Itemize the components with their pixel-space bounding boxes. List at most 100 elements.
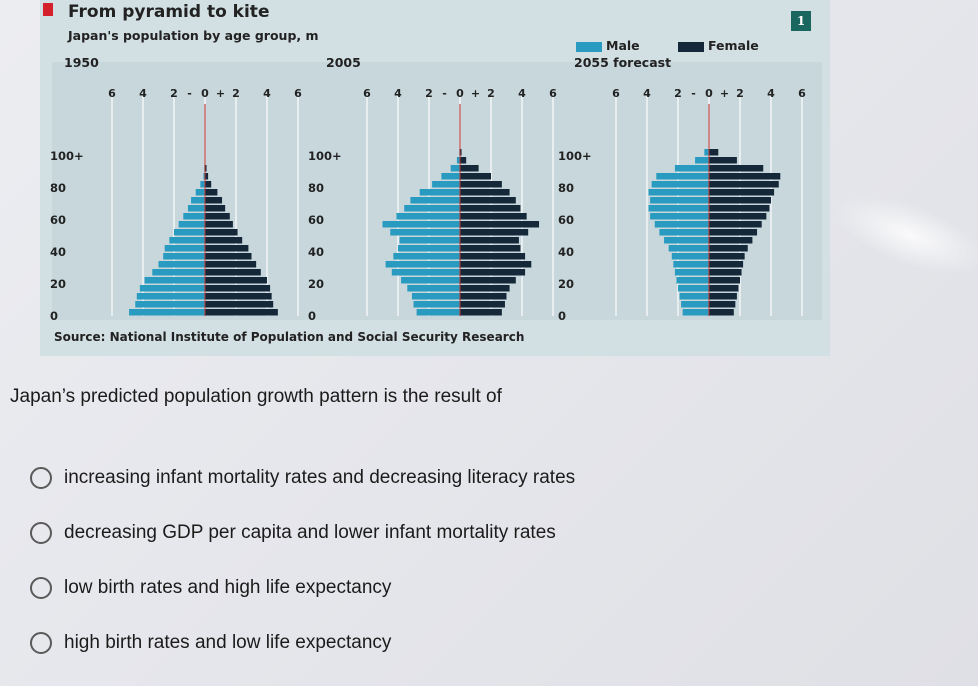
bar-female	[709, 213, 767, 220]
bar-male	[390, 229, 460, 236]
bar-female	[460, 293, 507, 300]
bar-female	[709, 229, 758, 236]
panel-label-2005: 2005	[326, 55, 361, 70]
bar-male	[385, 261, 460, 268]
bar-male	[654, 221, 709, 228]
x-tick-label: 6	[294, 87, 302, 100]
bar-female	[460, 253, 526, 260]
x-tick-label: 6	[108, 87, 116, 100]
bar-male	[174, 229, 205, 236]
bar-male	[676, 277, 709, 284]
bar-female	[460, 245, 521, 252]
radio-button-3[interactable]	[30, 577, 52, 599]
bar-female	[460, 285, 510, 292]
bar-female	[709, 189, 775, 196]
bar-male	[413, 301, 460, 308]
y-tick-label: 100+	[558, 149, 592, 163]
bar-female	[460, 165, 479, 172]
bar-male	[164, 245, 205, 252]
bar-female	[460, 277, 516, 284]
bar-female	[205, 221, 233, 228]
x-tick-plus: +	[216, 87, 225, 100]
y-tick-label: 80	[50, 181, 66, 195]
bar-male	[682, 309, 709, 316]
bar-female	[460, 221, 540, 228]
answer-option-1[interactable]: increasing infant mortality rates and de…	[30, 462, 575, 494]
bar-female	[709, 173, 781, 180]
answer-option-label: low birth rates and high life expectancy	[64, 577, 392, 598]
bar-female	[709, 309, 734, 316]
y-tick-label: 40	[308, 245, 324, 259]
bar-female	[205, 261, 257, 268]
radio-button-2[interactable]	[30, 522, 52, 544]
x-tick-label: 2	[170, 87, 178, 100]
radio-button-1[interactable]	[30, 467, 52, 489]
x-tick-label: 2	[232, 87, 240, 100]
bar-male	[656, 173, 709, 180]
bar-male	[401, 277, 460, 284]
bar-male	[407, 285, 460, 292]
bar-male	[187, 205, 205, 212]
bar-female	[205, 197, 223, 204]
x-tick-label: 4	[394, 87, 402, 100]
bar-male	[382, 221, 460, 228]
answer-options: increasing infant mortality rates and de…	[30, 462, 575, 682]
x-tick-dash: -	[691, 87, 696, 100]
y-tick-label: 80	[558, 181, 574, 195]
x-tick-label: 2	[487, 87, 495, 100]
x-tick-label: 6	[798, 87, 806, 100]
x-tick-dash: -	[442, 87, 447, 100]
bar-male	[695, 157, 709, 164]
x-tick-label: 6	[612, 87, 620, 100]
question-prompt: Japan’s predicted population growth patt…	[10, 386, 502, 407]
bar-male	[195, 189, 205, 196]
bar-male	[183, 213, 205, 220]
bar-female	[205, 173, 209, 180]
answer-option-label: high birth rates and low life expectancy	[64, 632, 392, 653]
y-tick-label: 100+	[50, 149, 84, 163]
bar-male	[432, 181, 460, 188]
panel-label-2055: 2055 forecast	[574, 55, 672, 70]
bar-female	[460, 197, 516, 204]
bar-male	[673, 261, 709, 268]
bar-female	[709, 149, 719, 156]
panel-label-1950: 1950	[64, 55, 99, 70]
bar-female	[460, 301, 505, 308]
bar-female	[709, 269, 742, 276]
bar-female	[205, 301, 274, 308]
bar-female	[460, 309, 502, 316]
figure-title: From pyramid to kite	[68, 2, 270, 22]
y-tick-label: 60	[50, 213, 66, 227]
radio-button-4[interactable]	[30, 632, 52, 654]
bar-male	[398, 245, 460, 252]
bar-female	[205, 293, 272, 300]
legend-female-swatch	[678, 41, 704, 52]
bar-male	[391, 269, 460, 276]
legend-male: Male	[576, 38, 640, 53]
x-tick-label: 4	[518, 87, 526, 100]
bar-female	[205, 237, 243, 244]
x-tick-plus: +	[471, 87, 480, 100]
answer-option-4[interactable]: high birth rates and low life expectancy	[30, 627, 575, 659]
bar-female	[460, 149, 462, 156]
x-tick-label: 2	[736, 87, 744, 100]
y-tick-label: 0	[308, 309, 316, 323]
bar-male	[668, 245, 709, 252]
bar-female	[205, 285, 271, 292]
y-tick-label: 20	[308, 277, 324, 291]
x-tick-plus: +	[720, 87, 729, 100]
bar-male	[651, 181, 709, 188]
bar-male	[169, 237, 205, 244]
bar-female	[709, 301, 736, 308]
bar-female	[709, 261, 744, 268]
bar-female	[709, 293, 737, 300]
bar-female	[460, 269, 526, 276]
answer-option-3[interactable]: low birth rates and high life expectancy	[30, 572, 575, 604]
bar-female	[709, 253, 745, 260]
bar-female	[205, 309, 278, 316]
bar-male	[129, 309, 205, 316]
answer-option-2[interactable]: decreasing GDP per capita and lower infa…	[30, 517, 575, 549]
bar-male	[152, 269, 205, 276]
answer-option-label: decreasing GDP per capita and lower infa…	[64, 522, 556, 543]
